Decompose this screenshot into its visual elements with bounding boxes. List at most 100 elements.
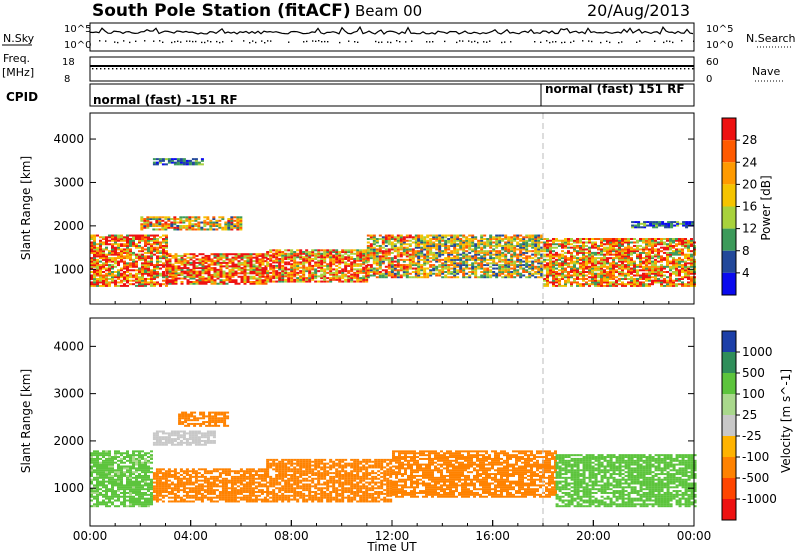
range-time-cell — [114, 283, 117, 286]
cpid-label: CPID — [6, 90, 38, 104]
range-time-cell — [120, 482, 123, 485]
range-time-cell — [296, 280, 300, 283]
range-time-cell — [666, 281, 669, 284]
nave-point — [480, 68, 482, 70]
range-time-cell — [612, 260, 615, 263]
range-time-cell — [501, 276, 505, 279]
range-time-cell — [423, 253, 427, 256]
range-time-cell — [591, 244, 594, 247]
range-time-cell — [432, 251, 436, 254]
range-time-cell — [102, 486, 105, 489]
range-time-cell — [648, 267, 651, 270]
range-time-cell — [459, 243, 463, 246]
range-time-cell — [378, 257, 382, 260]
range-time-cell — [561, 260, 564, 263]
range-time-cell — [432, 258, 436, 261]
nave-point — [384, 68, 386, 70]
range-time-cell — [570, 260, 573, 263]
range-time-cell — [549, 260, 552, 263]
range-time-cell — [420, 251, 424, 254]
range-time-cell — [225, 272, 229, 275]
range-time-cell — [372, 251, 376, 254]
range-time-cell — [96, 267, 99, 270]
range-time-cell — [468, 257, 472, 260]
range-time-cell — [111, 264, 114, 267]
range-time-cell — [326, 266, 330, 269]
range-time-cell — [359, 256, 363, 259]
nave-point — [124, 68, 126, 70]
range-time-cell — [609, 244, 612, 247]
range-time-cell — [281, 266, 285, 269]
range-time-cell — [561, 246, 564, 249]
range-time-cell — [408, 264, 412, 267]
range-time-cell — [447, 234, 451, 237]
range-time-cell — [135, 484, 138, 487]
range-time-cell — [408, 272, 412, 275]
range-time-cell — [655, 221, 659, 224]
range-time-cell — [284, 275, 288, 278]
range-time-cell — [135, 491, 138, 494]
range-time-cell — [634, 224, 638, 227]
range-time-cell — [510, 241, 514, 244]
range-time-cell — [603, 238, 606, 241]
range-time-cell — [678, 277, 681, 280]
range-time-cell — [203, 221, 207, 224]
range-time-cell — [150, 258, 153, 261]
range-time-cell — [264, 272, 268, 275]
range-time-cell — [522, 267, 526, 270]
range-time-cell — [191, 223, 195, 226]
range-time-cell — [117, 478, 120, 481]
nsearch-point — [486, 41, 488, 43]
range-time-cell — [399, 248, 403, 251]
range-time-cell — [362, 257, 366, 260]
range-time-cell — [558, 283, 561, 286]
range-time-cell — [222, 260, 226, 263]
range-time-cell — [138, 465, 141, 468]
range-time-cell — [471, 272, 475, 275]
nave-point — [220, 68, 222, 70]
range-time-cell — [281, 268, 285, 271]
range-time-cell — [621, 257, 624, 260]
range-time-cell — [338, 280, 342, 283]
range-time-cell — [510, 239, 514, 242]
range-time-cell — [329, 280, 333, 283]
range-time-cell — [120, 478, 123, 481]
range-time-cell — [384, 239, 388, 242]
range-time-cell — [618, 272, 621, 275]
range-time-cell — [129, 484, 132, 487]
range-time-cell — [123, 274, 126, 277]
range-time-cell — [582, 274, 585, 277]
range-time-cell — [420, 276, 424, 279]
range-time-cell — [612, 269, 615, 272]
range-time-cell — [474, 251, 478, 254]
range-time-cell — [564, 243, 567, 246]
range-time-cell — [468, 258, 472, 261]
range-time-cell — [204, 277, 208, 280]
range-time-cell — [639, 260, 642, 263]
range-time-cell — [657, 274, 660, 277]
range-time-cell — [135, 279, 138, 282]
range-time-cell — [293, 264, 297, 267]
range-time-cell — [332, 271, 336, 274]
range-time-cell — [468, 255, 472, 258]
range-time-cell — [453, 250, 457, 253]
nave-point — [176, 68, 178, 70]
range-time-cell — [264, 267, 268, 270]
range-time-cell — [123, 505, 126, 508]
nave-point — [448, 68, 450, 70]
nave-point — [544, 68, 546, 70]
range-time-cell — [621, 251, 624, 254]
range-time-cell — [588, 241, 591, 244]
range-time-cell — [681, 269, 684, 272]
range-time-cell — [168, 279, 172, 282]
range-time-cell — [255, 258, 259, 261]
range-time-cell — [198, 270, 202, 273]
range-time-cell — [123, 264, 126, 267]
range-time-cell — [507, 272, 511, 275]
range-time-cell — [218, 216, 222, 219]
range-time-cell — [132, 463, 135, 466]
range-time-cell — [99, 257, 102, 260]
range-time-cell — [329, 252, 333, 255]
range-time-cell — [278, 280, 282, 283]
range-time-cell — [393, 243, 397, 246]
